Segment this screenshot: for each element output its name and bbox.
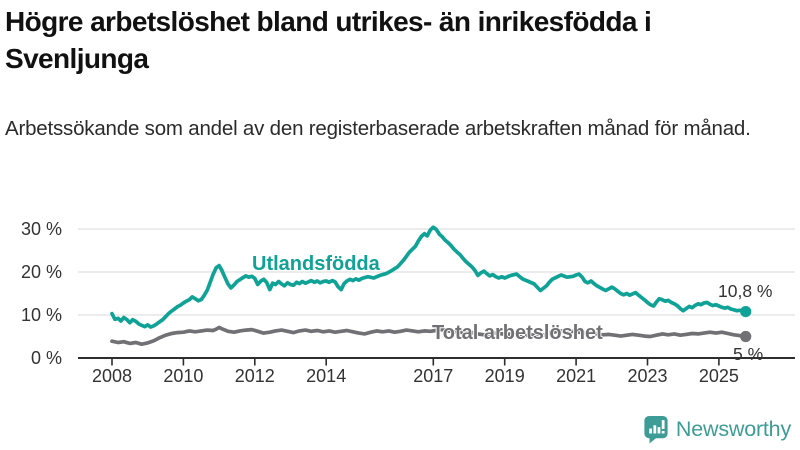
series-line-1 — [110, 325, 748, 347]
y-axis-label-20: 20 % — [20, 262, 62, 282]
x-axis-label-2010: 2010 — [163, 366, 204, 386]
y-axis-label-30: 30 % — [20, 219, 62, 239]
x-axis-label-2012: 2012 — [234, 366, 275, 386]
end-value-label-total: 5 % — [733, 344, 764, 364]
page-title: Högre arbetslöshet bland utrikes- än inr… — [5, 6, 652, 74]
x-axis-label-2025: 2025 — [698, 366, 739, 386]
newsworthy-attribution: Newsworthy — [643, 414, 791, 444]
end-value-label-utlandsfodda: 10,8 % — [718, 281, 773, 301]
series-line-0 — [110, 225, 748, 329]
series-end-dot-0 — [740, 306, 752, 318]
y-axis-label-10: 10 % — [20, 305, 62, 325]
series-end-dot-1 — [740, 330, 752, 343]
newsworthy-logo-icon — [644, 416, 668, 444]
y-axis-label-0: 0 % — [30, 348, 62, 368]
chart-subtitle: Arbetssökande som andel av den registerb… — [5, 117, 751, 140]
x-axis-label-2014: 2014 — [306, 366, 347, 386]
x-axis-label-2021: 2021 — [556, 366, 597, 386]
x-axis-label-2017: 2017 — [413, 366, 454, 386]
series-label-utlandsfodda: Utlandsfödda — [252, 253, 380, 275]
x-axis-label-2023: 2023 — [627, 366, 668, 386]
x-axis-label-2008: 2008 — [91, 366, 133, 386]
series-label-total-arbetsloshet: Total arbetslöshet — [432, 322, 603, 344]
newsworthy-wordmark: Newsworthy — [675, 416, 791, 441]
x-axis-label-2019: 2019 — [484, 366, 525, 386]
